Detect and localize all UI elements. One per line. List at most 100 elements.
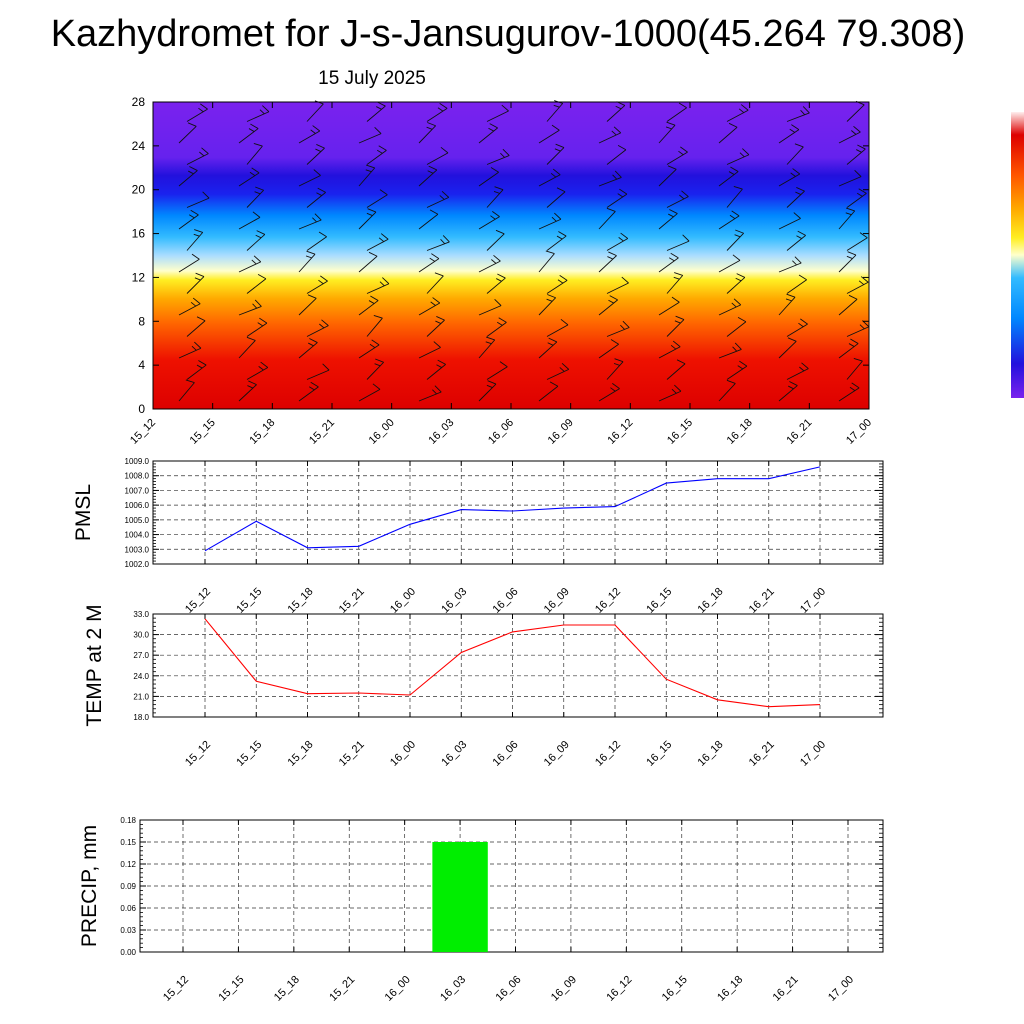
precip-x-tick-label: 16_00 bbox=[383, 974, 413, 1004]
wind-barb bbox=[418, 165, 438, 187]
precip-y-axis-label: PRECIP, mm bbox=[78, 825, 101, 947]
wind-barb bbox=[846, 276, 869, 294]
wind-barb bbox=[778, 381, 798, 402]
temp-y-tick-label: 24.0 bbox=[133, 672, 149, 681]
wind-barb bbox=[666, 146, 688, 165]
wind-barb bbox=[538, 124, 560, 144]
heatmap-x-tick-label: 16_15 bbox=[665, 417, 695, 447]
wind-barb bbox=[778, 124, 800, 144]
wind-barb bbox=[178, 297, 201, 316]
heatmap-x-tick-label: 15_15 bbox=[188, 417, 218, 447]
wind-barb bbox=[366, 277, 390, 294]
temp-x-tick-label: 16_15 bbox=[644, 739, 674, 769]
wind-barb bbox=[478, 254, 501, 273]
heatmap-x-tick-label: 17_00 bbox=[844, 417, 874, 447]
wind-barb bbox=[238, 255, 262, 273]
heatmap-x-tick-label: 16_12 bbox=[605, 417, 635, 447]
temp-panel: 18.0 21.0 24.0 27.0 30.0 33.0 15_12 15_15 15_18 1… bbox=[83, 604, 884, 769]
wind-barb bbox=[418, 253, 440, 273]
temp-x-tick-label: 17_00 bbox=[798, 739, 828, 769]
temp-y-tick-label: 21.0 bbox=[133, 692, 149, 701]
wind-barb bbox=[838, 251, 857, 273]
wind-barb bbox=[178, 122, 197, 144]
wind-barb bbox=[418, 341, 441, 359]
wind-barb bbox=[606, 188, 628, 208]
heatmap-y-tick-label: 0 bbox=[138, 402, 145, 416]
wind-barb bbox=[538, 337, 558, 359]
wind-barb bbox=[778, 256, 802, 273]
pmsl-x-tick-label: 16_00 bbox=[388, 586, 418, 616]
wind-barb bbox=[786, 143, 804, 165]
wind-barb bbox=[838, 125, 861, 144]
wind-barb bbox=[478, 167, 499, 187]
colorbar bbox=[1011, 112, 1024, 398]
wind-barb bbox=[178, 341, 202, 359]
wind-barb bbox=[418, 385, 442, 402]
wind-barb bbox=[606, 276, 629, 294]
wind-barb bbox=[786, 106, 810, 122]
pmsl-x-tick-label: 15_12 bbox=[183, 586, 213, 616]
pmsl-x-tick-label: 15_15 bbox=[234, 586, 264, 616]
pmsl-panel: 1002.0 1003.0 1004.0 1005.0 1006.0 1007.0 1008… bbox=[72, 457, 884, 616]
wind-barb bbox=[486, 361, 508, 380]
wind-barb bbox=[598, 207, 616, 230]
precip-x-tick-label: 16_03 bbox=[438, 974, 468, 1004]
wind-barb bbox=[366, 315, 383, 337]
wind-barb bbox=[238, 167, 260, 187]
wind-barb bbox=[426, 359, 446, 380]
wind-barb bbox=[726, 104, 749, 122]
pmsl-x-tick-label: 17_00 bbox=[798, 586, 828, 616]
page-title: Kazhydromet for J-s-Jansugurov-1000(45.2… bbox=[51, 13, 966, 55]
wind-barb bbox=[298, 338, 318, 359]
wind-barb bbox=[726, 186, 743, 208]
wind-barb bbox=[186, 103, 208, 122]
wind-barb bbox=[666, 315, 685, 337]
wind-barb bbox=[538, 168, 561, 187]
wind-barb bbox=[486, 317, 507, 337]
wind-barb bbox=[598, 126, 622, 144]
heatmap-x-tick-label: 16_00 bbox=[367, 417, 397, 447]
precip-y-tick-label: 0.15 bbox=[120, 838, 136, 847]
wind-barb bbox=[306, 231, 327, 251]
wind-barb bbox=[238, 123, 259, 144]
wind-barb bbox=[306, 144, 325, 165]
wind-barb bbox=[786, 187, 805, 208]
wind-barb bbox=[366, 233, 389, 251]
wind-barb bbox=[298, 294, 317, 316]
heatmap-x-tick-label: 16_06 bbox=[486, 417, 516, 447]
precip-bar bbox=[432, 842, 488, 952]
wind-barb bbox=[666, 102, 687, 122]
wind-barb bbox=[186, 272, 205, 294]
wind-barb bbox=[598, 295, 618, 316]
wind-barb bbox=[726, 316, 747, 337]
wind-barb bbox=[246, 273, 267, 294]
temp-y-tick-label: 18.0 bbox=[133, 713, 149, 722]
wind-barb bbox=[598, 382, 620, 402]
wind-barb bbox=[238, 299, 262, 316]
precip-y-tick-label: 0.12 bbox=[120, 860, 136, 869]
wind-barb bbox=[238, 211, 261, 230]
precip-x-tick-label: 16_09 bbox=[549, 974, 579, 1004]
wind-barb bbox=[246, 143, 263, 165]
pmsl-y-tick-label: 1006.0 bbox=[125, 501, 150, 510]
temp-x-tick-label: 16_06 bbox=[491, 739, 521, 769]
wind-barb bbox=[246, 186, 264, 208]
pmsl-y-tick-label: 1004.0 bbox=[125, 531, 150, 540]
pmsl-frame bbox=[152, 460, 884, 565]
wind-barb bbox=[298, 125, 321, 144]
wind-barb bbox=[358, 164, 376, 187]
precip-y-tick-label: 0.03 bbox=[120, 926, 136, 935]
wind-barb bbox=[358, 383, 381, 402]
temp-x-tick-label: 15_15 bbox=[234, 739, 264, 769]
wind-barb bbox=[298, 381, 319, 402]
wind-barb bbox=[478, 210, 500, 230]
wind-barb bbox=[418, 122, 436, 144]
wind-barb bbox=[178, 253, 200, 273]
wind-barb bbox=[478, 299, 502, 316]
wind-barb bbox=[306, 363, 330, 380]
temp-x-tick-label: 15_18 bbox=[286, 739, 316, 769]
pmsl-y-tick-label: 1005.0 bbox=[125, 516, 150, 525]
wind-barb bbox=[598, 339, 619, 359]
wind-barb bbox=[178, 166, 198, 187]
precip-x-tick-label: 16_18 bbox=[715, 974, 745, 1004]
